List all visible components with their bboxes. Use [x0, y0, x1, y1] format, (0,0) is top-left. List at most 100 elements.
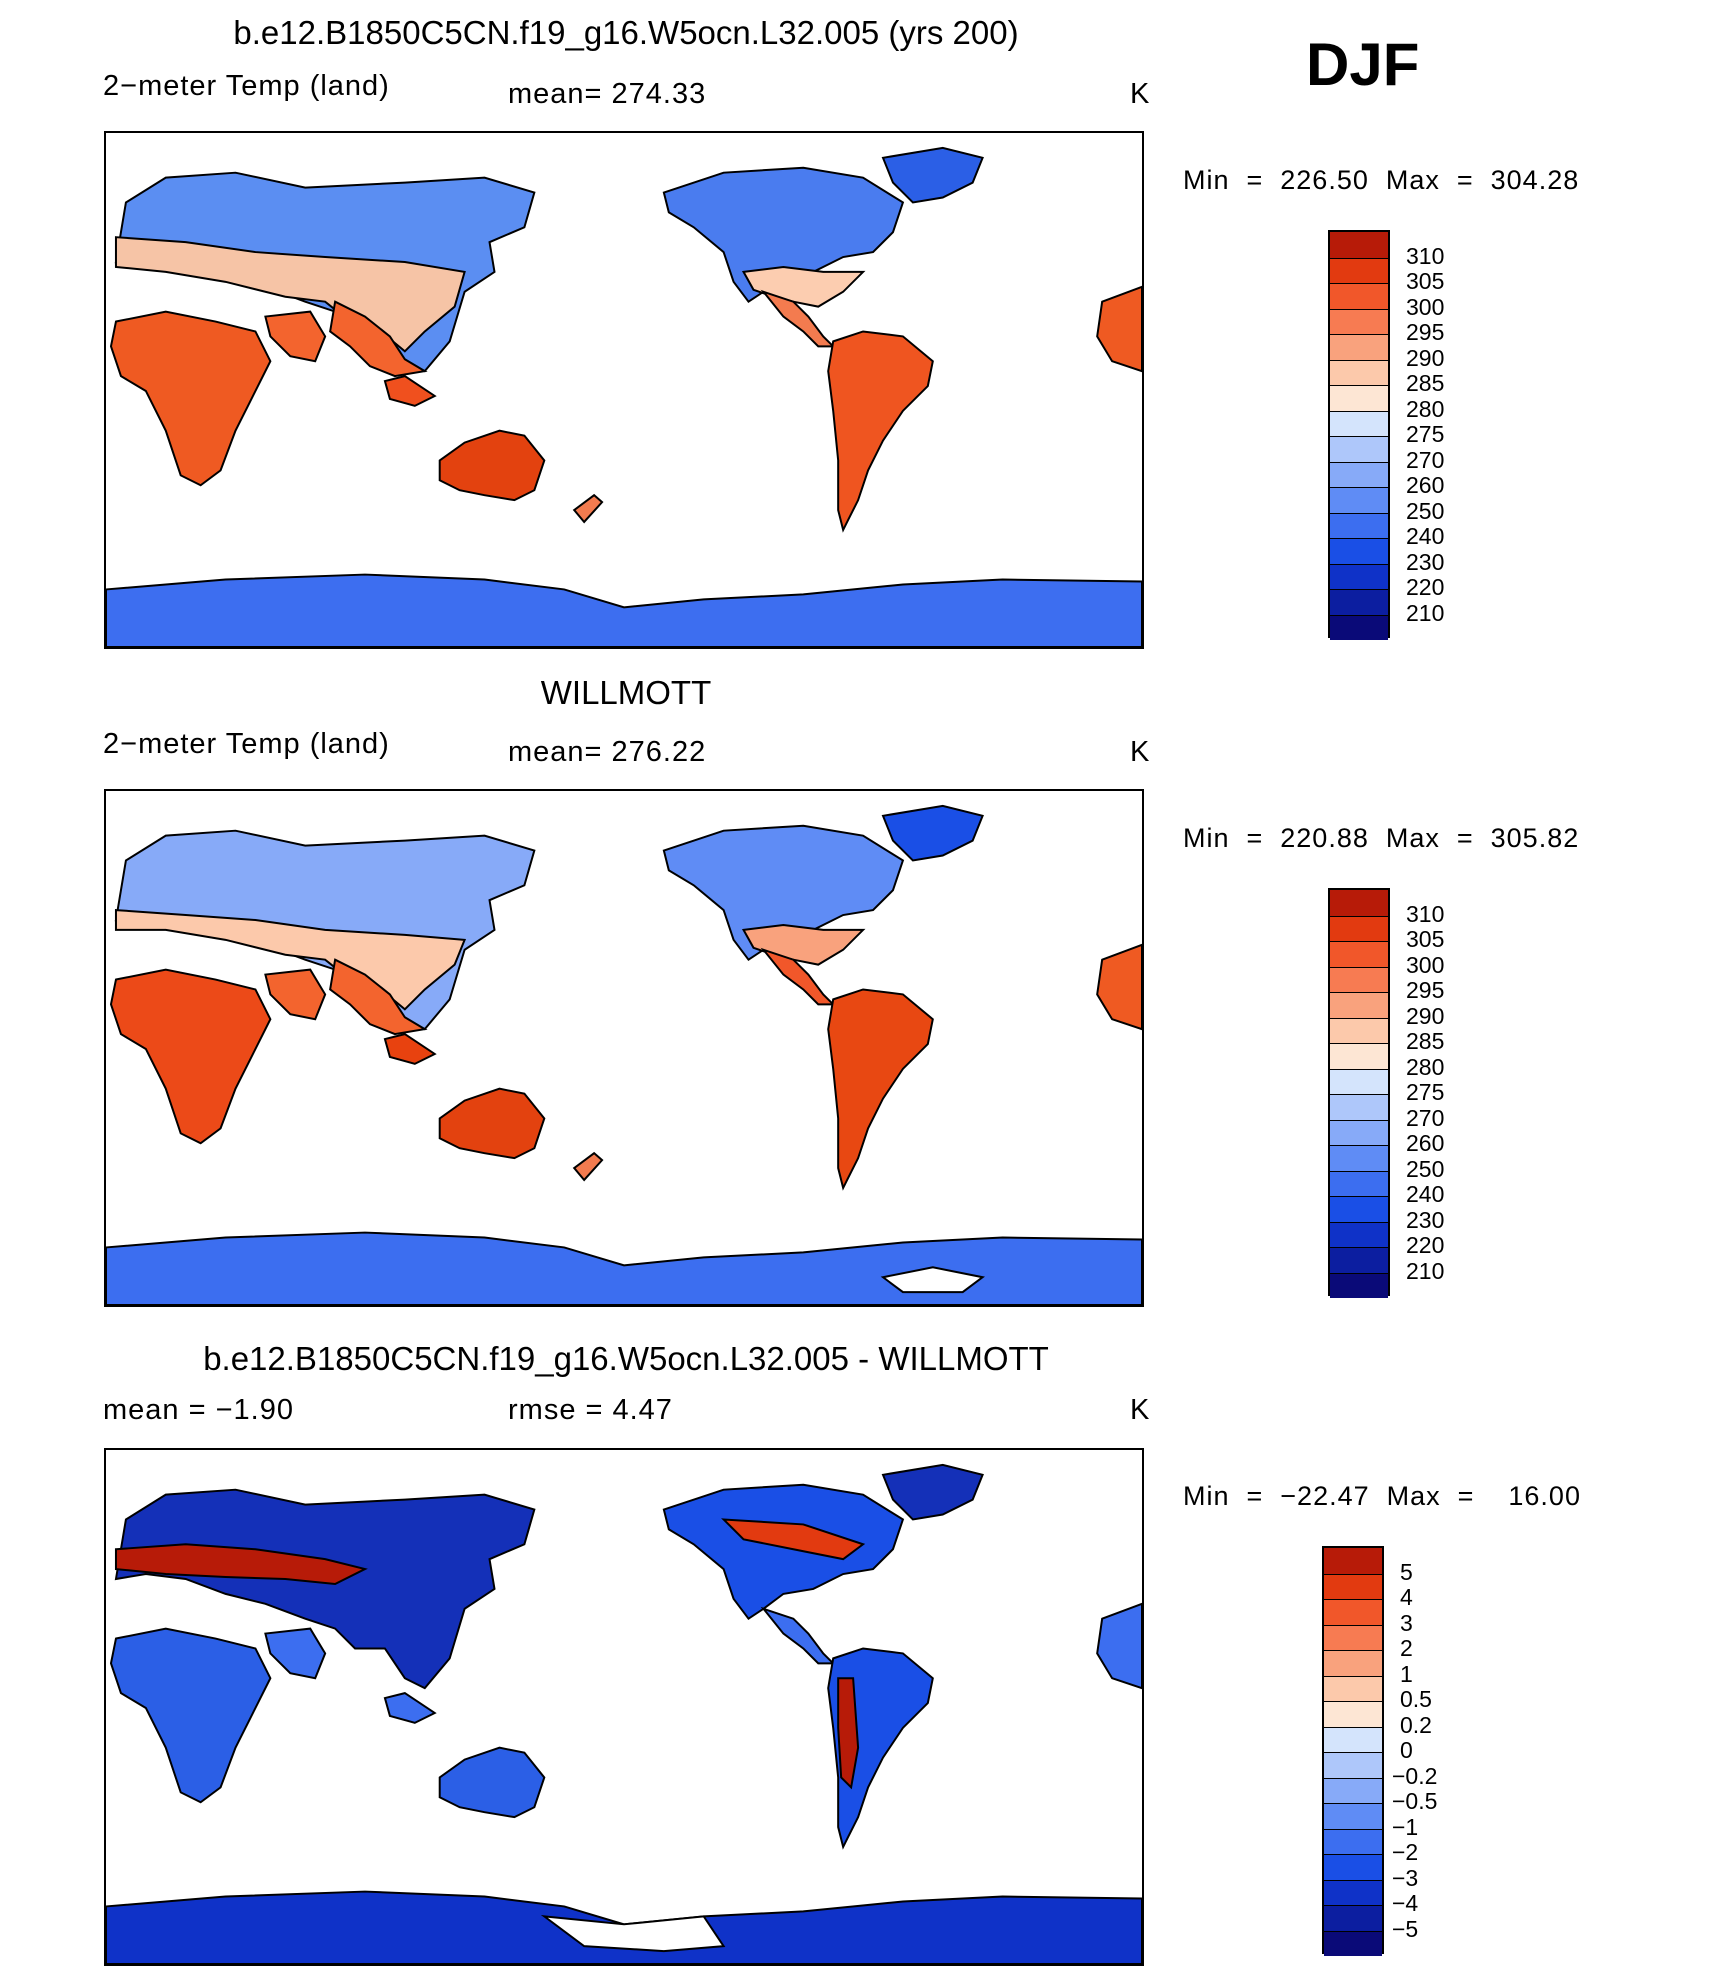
antarctica-landmass	[106, 573, 1142, 647]
antarctica-white-patch	[880, 1266, 985, 1294]
colorbar-segment	[1330, 1247, 1388, 1273]
colorbar-segment	[1324, 1752, 1382, 1778]
colorbar-tick-label: −5	[1392, 1915, 1419, 1942]
colorbar-segment	[1330, 563, 1388, 589]
panel-2-map-canvas	[106, 804, 1142, 1305]
colorbar-tick-label: 300	[1406, 951, 1445, 978]
colorbar-tick-label: 275	[1406, 1079, 1445, 1105]
colorbar-segment	[1330, 232, 1388, 258]
colorbar-segment	[1324, 1777, 1382, 1803]
africa-landmass	[109, 968, 272, 1145]
colorbar-tick-label: 3	[1400, 1609, 1413, 1636]
arabia-landmass	[264, 1627, 327, 1680]
panel-1-map	[104, 131, 1144, 649]
colorbar-tick-label: 285	[1406, 370, 1445, 396]
arabia-landmass	[264, 310, 327, 363]
panel-3-map	[104, 1448, 1144, 1966]
europe-asia-southtip	[329, 300, 428, 378]
colorbar-tick-label: 300	[1406, 293, 1445, 320]
colorbar-tick-label: −4	[1392, 1890, 1419, 1916]
colorbar-tick-label: 280	[1406, 1053, 1445, 1080]
panel-1-minmax: Min = 226.50 Max = 304.28	[1183, 165, 1580, 195]
colorbar-tick-label: 260	[1406, 472, 1445, 498]
colorbar-segment	[1330, 966, 1388, 992]
greenland-landmass	[881, 804, 984, 862]
africa-landmass	[109, 310, 272, 487]
europe-asia-landmass	[114, 1488, 536, 1690]
colorbar-tick-label: 250	[1406, 497, 1445, 524]
colorbar-tick-label: 5	[1400, 1558, 1413, 1585]
colorbar-tick-label: 290	[1406, 344, 1445, 371]
colorbar-tick-label: 0.5	[1400, 1686, 1432, 1712]
colorbar-segment	[1330, 1221, 1388, 1247]
north-america-landmass	[662, 1483, 905, 1621]
colorbar-tick-label: 220	[1406, 1232, 1445, 1258]
colorbar-segment	[1330, 614, 1388, 640]
panel-2-variable-label: 2−meter Temp (land)	[103, 728, 390, 760]
colorbar-segment	[1330, 1170, 1388, 1196]
panel-1-mean-label: mean= 274.33	[508, 78, 707, 110]
west-africa-edge	[1096, 1602, 1142, 1690]
panel-1-map-canvas	[106, 146, 1142, 647]
colorbar-segment	[1330, 410, 1388, 436]
colorbar-tick-label: 210	[1406, 599, 1445, 626]
africa-landmass	[109, 1627, 272, 1804]
australia-landmass	[438, 429, 546, 502]
colorbar-tick-label: 305	[1406, 268, 1445, 294]
colorbar-segment	[1330, 1196, 1388, 1222]
colorbar-segment	[1330, 1043, 1388, 1069]
colorbar-segment	[1330, 334, 1388, 360]
colorbar-segment	[1330, 257, 1388, 283]
season-label: DJF	[1306, 31, 1420, 98]
arabia-landmass	[264, 968, 327, 1021]
colorbar-segment	[1324, 1726, 1382, 1752]
south-america-andes	[837, 1677, 860, 1790]
colorbar-segment	[1324, 1675, 1382, 1701]
colorbar-segment	[1324, 1879, 1382, 1905]
panel-1-variable-label: 2−meter Temp (land)	[103, 70, 390, 102]
colorbar-tick-label: 270	[1406, 446, 1445, 473]
colorbar-segment	[1324, 1803, 1382, 1829]
colorbar-tick-label: 2	[1400, 1635, 1413, 1661]
seasia-islands	[383, 1033, 437, 1065]
panel-3-map-canvas	[106, 1463, 1142, 1964]
colorbar-segment	[1330, 359, 1388, 385]
colorbar-tick-label: 290	[1406, 1002, 1445, 1029]
colorbar-segment	[1330, 461, 1388, 487]
australia-landmass	[438, 1746, 546, 1819]
colorbar-segment	[1330, 1094, 1388, 1120]
colorbar-tick-label: 270	[1406, 1104, 1445, 1131]
colorbar-segment	[1330, 1068, 1388, 1094]
south-america-landmass	[827, 988, 934, 1191]
panel-3-colorbar	[1322, 1546, 1384, 1956]
seasia-islands	[383, 375, 437, 407]
colorbar-tick-label: 275	[1406, 421, 1445, 447]
north-america-south	[741, 923, 866, 966]
antarctica-landmass	[106, 1231, 1142, 1305]
colorbar-tick-label: 210	[1406, 1257, 1445, 1284]
australia-landmass	[438, 1087, 546, 1160]
colorbar-tick-label: 240	[1406, 1181, 1445, 1207]
colorbar-segment	[1330, 915, 1388, 941]
colorbar-tick-label: 310	[1406, 900, 1445, 927]
colorbar-segment	[1324, 1573, 1382, 1599]
colorbar-segment	[1330, 941, 1388, 967]
west-africa-edge	[1096, 285, 1142, 373]
colorbar-segment	[1324, 1701, 1382, 1727]
colorbar-tick-label: 280	[1406, 395, 1445, 422]
colorbar-tick-label: 230	[1406, 548, 1445, 575]
seasia-islands	[383, 1692, 437, 1724]
panel-2-title: WILLMOTT	[540, 674, 712, 711]
panel-2-colorbar	[1328, 888, 1390, 1298]
colorbar-segment	[1330, 436, 1388, 462]
colorbar-segment	[1330, 385, 1388, 411]
colorbar-segment	[1324, 1650, 1382, 1676]
nz-islands	[572, 493, 604, 524]
colorbar-segment	[1324, 1548, 1382, 1574]
colorbar-segment	[1330, 283, 1388, 309]
colorbar-segment	[1330, 1272, 1388, 1298]
south-america-landmass	[827, 330, 934, 533]
north-america-south	[741, 265, 866, 308]
colorbar-tick-label: 0.2	[1400, 1711, 1432, 1738]
colorbar-tick-label: 1	[1400, 1660, 1413, 1687]
